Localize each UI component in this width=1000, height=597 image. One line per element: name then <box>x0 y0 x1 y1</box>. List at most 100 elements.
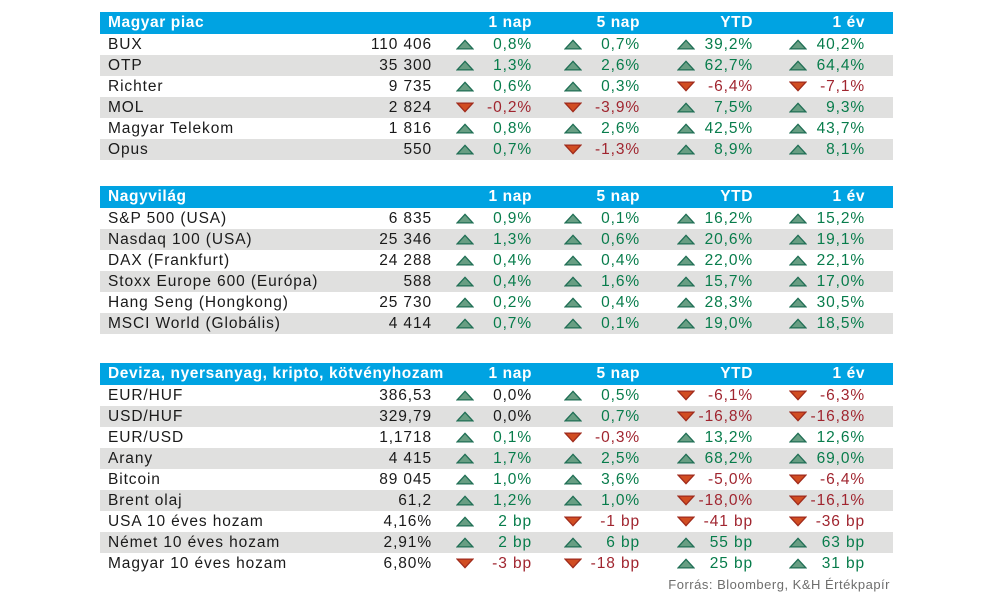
down-arrow-icon <box>532 553 584 574</box>
up-arrow-icon <box>532 385 584 406</box>
instrument-value: 24 288 <box>379 251 432 269</box>
up-arrow-icon <box>532 469 584 490</box>
up-arrow-icon <box>753 553 809 574</box>
up-arrow-icon <box>640 208 697 229</box>
table-row: BUX 110 406 0,8% 0,7% 39,2% 40,2% <box>100 34 893 55</box>
change-value: 0,7% <box>601 35 641 53</box>
change-value: -0,3% <box>595 428 641 446</box>
up-arrow-icon <box>640 313 697 334</box>
table-row: Opus 550 0,7% -1,3% 8,9% 8,1% <box>100 139 894 160</box>
up-arrow-icon <box>753 448 809 469</box>
up-arrow-icon <box>532 250 584 271</box>
table-row: USD/HUF 329,79 0,0% 0,7% -16,8% -16,8% <box>100 406 894 427</box>
change-value: 43,7% <box>816 119 866 137</box>
instrument-value: 4 415 <box>388 449 432 467</box>
up-arrow-icon <box>640 97 697 118</box>
change-value: 8,1% <box>826 140 866 158</box>
table-row: S&P 500 (USA) 6 835 0,9% 0,1% 16,2% 15,2% <box>100 208 893 229</box>
change-value: 64,4% <box>816 56 866 74</box>
change-value: 30,5% <box>816 293 866 311</box>
up-arrow-icon <box>432 34 476 55</box>
instrument-value: 25 730 <box>379 293 432 311</box>
change-value: 2,6% <box>601 56 641 74</box>
header-pad <box>865 186 894 208</box>
change-value: -6,1% <box>708 386 754 404</box>
change-value: 0,6% <box>493 77 533 95</box>
change-value: 0,1% <box>601 209 641 227</box>
down-arrow-icon <box>532 511 584 532</box>
change-value: -6,4% <box>708 77 754 95</box>
up-arrow-icon <box>432 469 476 490</box>
up-arrow-icon <box>753 97 809 118</box>
row-pad <box>865 139 893 160</box>
instrument-name: Richter <box>108 77 164 95</box>
change-value: 16,2% <box>704 209 754 227</box>
down-arrow-icon <box>753 76 809 97</box>
change-value: -18 bp <box>590 554 641 572</box>
column-header-1nap: 1 nap <box>432 12 533 34</box>
instrument-name: Bitcoin <box>108 470 161 488</box>
up-arrow-icon <box>753 427 809 448</box>
row-pad <box>865 406 893 427</box>
up-arrow-icon <box>532 76 584 97</box>
change-value: 2 bp <box>498 533 533 551</box>
change-value: 1,6% <box>601 272 641 290</box>
change-value: 0,0% <box>493 386 533 404</box>
up-arrow-icon <box>753 208 809 229</box>
change-value: 25 bp <box>709 554 754 572</box>
change-value: 1,3% <box>493 56 533 74</box>
change-value: -5,0% <box>708 470 754 488</box>
up-arrow-icon <box>432 385 476 406</box>
row-pad <box>865 97 893 118</box>
change-value: 1,0% <box>601 491 641 509</box>
up-arrow-icon <box>432 271 476 292</box>
instrument-value: 1,1718 <box>379 428 432 446</box>
instrument-name: BUX <box>108 35 143 53</box>
up-arrow-icon <box>532 313 584 334</box>
instrument-name: DAX (Frankfurt) <box>108 251 231 269</box>
down-arrow-icon <box>432 97 476 118</box>
down-arrow-icon <box>432 553 476 574</box>
up-arrow-icon <box>532 406 584 427</box>
column-header-1nap: 1 nap <box>432 363 533 385</box>
instrument-name: Opus <box>108 140 149 158</box>
row-pad <box>865 448 893 469</box>
up-arrow-icon <box>640 271 697 292</box>
table-row: Magyar 10 éves hozam 6,80% -3 bp -18 bp 25 b… <box>100 553 893 574</box>
row-pad <box>865 55 893 76</box>
change-value: -36 bp <box>815 512 866 530</box>
column-header-1ev: 1 év <box>753 363 866 385</box>
change-value: 9,3% <box>826 98 866 116</box>
up-arrow-icon <box>432 118 476 139</box>
change-value: -3 bp <box>492 554 533 572</box>
up-arrow-icon <box>532 118 584 139</box>
table-row: Richter 9 735 0,6% 0,3% -6,4% -7,1% <box>100 76 893 97</box>
change-value: -16,1% <box>810 491 866 509</box>
up-arrow-icon <box>532 292 584 313</box>
column-header-1ev: 1 év <box>753 186 866 208</box>
change-value: -1,3% <box>595 140 641 158</box>
down-arrow-icon <box>640 76 697 97</box>
market-table-magyar-piac: Magyar piac 1 nap 5 nap YTD 1 év BUX 110 … <box>100 12 894 160</box>
change-value: 0,2% <box>493 293 533 311</box>
change-value: 0,3% <box>601 77 641 95</box>
instrument-name: S&P 500 (USA) <box>108 209 228 227</box>
column-header-5nap: 5 nap <box>532 363 641 385</box>
instrument-name: USD/HUF <box>108 407 184 425</box>
instrument-name: Magyar 10 éves hozam <box>108 554 288 572</box>
change-value: 2 bp <box>498 512 533 530</box>
instrument-value: 2,91% <box>383 533 432 551</box>
up-arrow-icon <box>640 532 697 553</box>
change-value: 1,2% <box>493 491 533 509</box>
change-value: 0,5% <box>601 386 641 404</box>
change-value: 1,7% <box>493 449 533 467</box>
up-arrow-icon <box>640 139 697 160</box>
instrument-value: 35 300 <box>379 56 433 74</box>
change-value: 0,0% <box>493 407 533 425</box>
change-value: 17,0% <box>816 272 866 290</box>
up-arrow-icon <box>532 34 584 55</box>
change-value: 3,6% <box>601 470 641 488</box>
table-row: MOL 2 824 -0,2% -3,9% 7,5% 9,3% <box>100 97 894 118</box>
change-value: 0,7% <box>601 407 641 425</box>
section-header-row: Magyar piac 1 nap 5 nap YTD 1 év <box>100 12 894 34</box>
